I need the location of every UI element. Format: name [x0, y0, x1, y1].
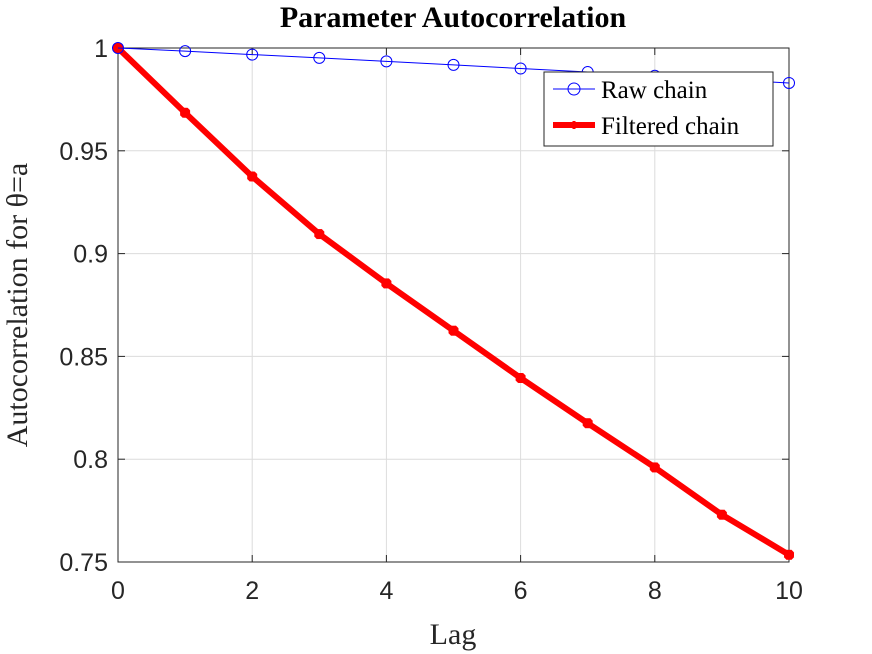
series-filtered-chain	[112, 42, 795, 560]
data-point	[247, 171, 258, 182]
data-point	[112, 42, 124, 54]
data-point	[649, 462, 660, 473]
x-tick-label: 4	[379, 577, 393, 605]
legend-label-raw-chain: Raw chain	[601, 77, 708, 104]
data-point	[246, 48, 259, 61]
data-point	[380, 55, 393, 68]
data-point	[381, 278, 392, 289]
data-point	[179, 45, 192, 58]
axis-ticks: 0 2 4 6 8 10 0.75 0.8 0.85 0.9 0.95 1	[59, 35, 803, 605]
y-tick-label: 0.8	[73, 446, 108, 474]
x-tick-label: 6	[514, 577, 528, 605]
y-tick-label: 1	[94, 35, 108, 63]
data-point	[314, 228, 325, 240]
legend-box	[543, 71, 774, 147]
legend: Raw chain Filtered chain	[543, 71, 774, 147]
y-tick-label: 0.85	[59, 343, 108, 371]
data-point	[783, 76, 795, 89]
data-point	[582, 418, 593, 429]
data-point	[448, 325, 459, 336]
legend-marker-filtered-chain	[570, 121, 578, 129]
x-tick-label: 0	[111, 577, 125, 605]
x-tick-label: 2	[245, 577, 259, 605]
y-axis-label: Autocorrelation for θ=a	[1, 163, 34, 448]
x-tick-label: 10	[775, 577, 803, 605]
legend-label-filtered-chain: Filtered chain	[601, 113, 740, 140]
data-point	[313, 51, 326, 64]
data-point	[447, 58, 460, 71]
data-point	[515, 372, 526, 384]
x-axis-label: Lag	[430, 618, 477, 651]
data-point	[783, 549, 795, 560]
y-tick-label: 0.75	[59, 549, 108, 577]
plot-frame	[117, 47, 790, 563]
legend-marker-raw-chain	[567, 82, 581, 96]
y-tick-label: 0.95	[59, 138, 108, 166]
data-point	[179, 107, 191, 118]
data-point	[716, 509, 728, 520]
y-tick-label: 0.9	[73, 241, 108, 269]
data-point	[514, 62, 527, 75]
chart-title: Parameter Autocorrelation	[280, 1, 627, 34]
x-tick-label: 8	[648, 577, 662, 605]
